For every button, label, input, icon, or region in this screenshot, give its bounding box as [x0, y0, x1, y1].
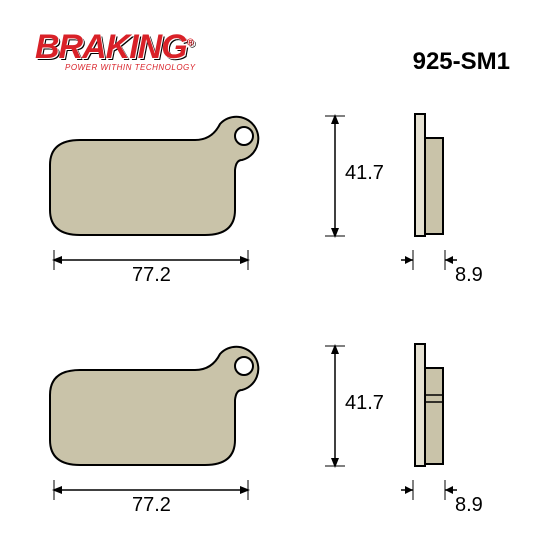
dim-bottom-thickness: 8.9: [395, 478, 505, 518]
dim-bottom-thick-value: 8.9: [455, 494, 483, 517]
dim-bottom-height-value: 41.7: [345, 392, 384, 415]
brake-pad-top-side: [413, 110, 445, 238]
brake-pad-bottom-side: [413, 340, 445, 468]
dim-top-height: 41.7: [325, 110, 395, 240]
dim-bottom-width: 77.2: [50, 478, 255, 518]
logo-word: BRAKING: [35, 28, 187, 66]
logo-tagline: POWER WITHIN TECHNOLOGY: [65, 63, 196, 72]
diagram-stage: 41.7 77.2 8.9: [35, 100, 515, 520]
logo-text: BRAKING®: [35, 28, 196, 67]
dim-top-width-value: 77.2: [132, 264, 171, 287]
dim-top-thickness: 8.9: [395, 248, 505, 288]
dim-top-height-value: 41.7: [345, 162, 384, 185]
registered-mark: ®: [187, 38, 193, 49]
dim-top-width: 77.2: [50, 248, 255, 288]
dim-bottom-width-value: 77.2: [132, 494, 171, 517]
brake-pad-top-face: [40, 110, 270, 240]
dim-top-thick-value: 8.9: [455, 264, 483, 287]
brake-pad-bottom-face: [40, 340, 270, 470]
brand-logo: BRAKING® POWER WITHIN TECHNOLOGY: [35, 28, 196, 72]
part-number: 925-SM1: [413, 48, 510, 76]
dim-bottom-height: 41.7: [325, 340, 395, 470]
